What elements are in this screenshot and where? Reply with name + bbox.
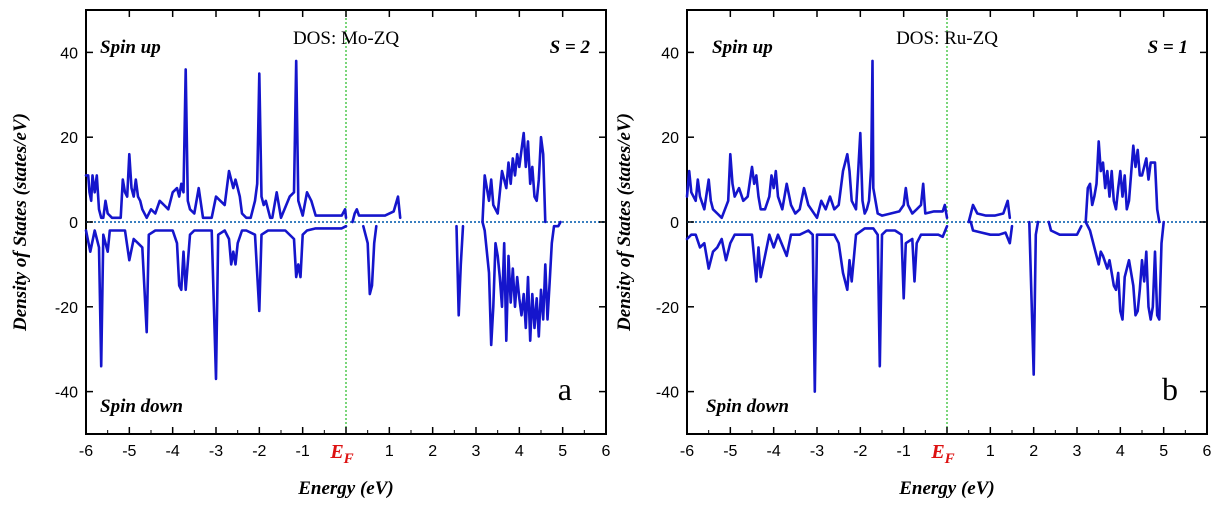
- x-tick-label: -5: [723, 443, 737, 460]
- x-tick-label: -2: [853, 443, 867, 460]
- dos-series-7: [1047, 220, 1083, 236]
- y-tick-label: -20: [55, 300, 78, 317]
- dos-series-3: [1084, 140, 1161, 224]
- dos-series-2: [967, 199, 1012, 224]
- y-tick-label: -20: [656, 300, 679, 317]
- dos-series-3: [481, 131, 547, 224]
- x-tick-label: -3: [810, 443, 824, 460]
- dos-series-6: [455, 224, 465, 317]
- dos-series-6: [1028, 220, 1040, 376]
- spin-down-label: Spin down: [100, 396, 183, 417]
- dos-series-5: [969, 220, 1014, 245]
- y-tick-label: 0: [69, 215, 78, 232]
- axes-ticks: -6 -5 -4 -3 -2 -1 EF 1 2 3 4 5 6 -40 -20 0 20 40: [656, 10, 1212, 467]
- spin-up-label: Spin up: [712, 37, 773, 58]
- y-tick-label: 40: [60, 45, 78, 62]
- y-tick-label: -40: [656, 385, 679, 402]
- x-tick-label: -4: [767, 443, 781, 460]
- y-tick-label: 40: [661, 45, 679, 62]
- x-tick-label: 5: [1159, 443, 1168, 460]
- panel-letter: b: [1162, 371, 1178, 407]
- x-tick-label: 3: [1073, 443, 1082, 460]
- dos-curves: [685, 59, 1165, 393]
- dos-curves: [84, 59, 562, 381]
- dos-series-4: [685, 224, 949, 393]
- chart-title: DOS: Ru-ZQ: [896, 28, 998, 49]
- dos-series-7: [481, 220, 562, 347]
- y-tick-label: -40: [55, 385, 78, 402]
- dos-series-1: [84, 59, 348, 220]
- spin-state-label: S = 1: [1148, 37, 1188, 58]
- x-tick-label: -6: [680, 443, 694, 460]
- x-tick-label: -5: [122, 443, 136, 460]
- x-tick-label: -6: [79, 443, 93, 460]
- x-tick-label: 2: [1029, 443, 1038, 460]
- panel-letter: a: [558, 371, 572, 407]
- dos-series-4: [84, 224, 348, 381]
- y-tick-label: 0: [670, 215, 679, 232]
- panel-a: -6 -5 -4 -3 -2 -1 EF 1 2 3 4 5 6 -40 -20 0 20 40 DOS: Mo-…: [10, 9, 611, 499]
- dos-series-2: [351, 195, 402, 224]
- x-tick-label: -1: [296, 443, 310, 460]
- x-tick-label: -3: [209, 443, 223, 460]
- x-tick-label: -1: [897, 443, 911, 460]
- x-tick-label: 2: [428, 443, 437, 460]
- x-tick-label: -2: [252, 443, 266, 460]
- x-tick-label: 6: [1203, 443, 1212, 460]
- dos-series-1: [685, 59, 949, 220]
- x-tick-label: 4: [515, 443, 524, 460]
- x-tick-label: 3: [472, 443, 481, 460]
- x-tick-label: 1: [986, 443, 995, 460]
- x-axis-title: Energy (eV): [297, 478, 394, 499]
- x-tick-label: 4: [1116, 443, 1125, 460]
- x-tick-label: -4: [166, 443, 180, 460]
- x-axis-title: Energy (eV): [898, 478, 995, 499]
- x-tick-label: 6: [602, 443, 611, 460]
- spin-up-label: Spin up: [100, 37, 161, 58]
- spin-state-label: S = 2: [550, 37, 591, 58]
- x-tick-label-fermi: EF: [329, 441, 353, 467]
- x-tick-label: 1: [385, 443, 394, 460]
- y-axis-title: Density of States (states/eV): [10, 113, 31, 332]
- dos-series-8: [1084, 220, 1165, 321]
- y-axis-title: Density of States (states/eV): [614, 113, 635, 332]
- dos-series-5: [361, 224, 378, 296]
- x-tick-label: 5: [558, 443, 567, 460]
- y-tick-label: 20: [661, 130, 679, 147]
- y-tick-label: 20: [60, 130, 78, 147]
- x-tick-label-fermi: EF: [930, 441, 954, 467]
- chart-title: DOS: Mo-ZQ: [293, 28, 399, 49]
- spin-down-label: Spin down: [706, 396, 789, 417]
- panel-b: -6 -5 -4 -3 -2 -1 EF 1 2 3 4 5 6 -40 -20 0 20 40 DOS: Ru-…: [614, 9, 1212, 499]
